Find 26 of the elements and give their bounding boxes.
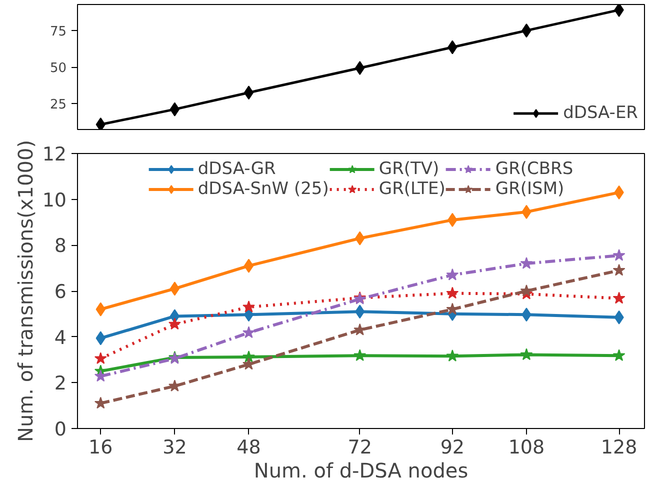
y-axis-title: Num. of transmissions(x1000): [13, 140, 38, 442]
x-tick-label: 72: [348, 436, 372, 458]
legend-label: GR(TV): [378, 159, 440, 179]
x-tick-label: 108: [508, 436, 545, 458]
y-tick-label: 6: [54, 281, 67, 303]
x-tick-label: 32: [162, 436, 187, 458]
legend-label: GR(CBRS: [495, 159, 574, 179]
x-tick-label: 92: [440, 436, 465, 458]
x-tick-label: 48: [236, 436, 261, 458]
legend-label: dDSA-ER: [563, 103, 638, 123]
y-tick-label: 12: [42, 144, 67, 166]
y-tick-label: 50: [50, 61, 67, 76]
x-tick-label: 16: [88, 436, 113, 458]
legend-label: dDSA-SnW (25): [198, 179, 329, 199]
x-tick-label: 128: [600, 436, 638, 458]
x-axis-title: Num. of d-DSA nodes: [254, 458, 468, 482]
y-tick-label: 0: [54, 418, 67, 440]
y-tick-label: 2: [54, 372, 67, 395]
legend-label: GR(LTE): [378, 179, 446, 199]
y-tick-label: 10: [42, 189, 67, 212]
y-tick-label: 4: [54, 326, 67, 349]
y-tick-label: 75: [50, 24, 67, 40]
y-tick-label: 25: [50, 98, 67, 113]
legend-label: dDSA-GR: [198, 159, 276, 179]
legend-label: GR(ISM): [495, 179, 564, 199]
y-tick-label: 8: [54, 235, 67, 258]
